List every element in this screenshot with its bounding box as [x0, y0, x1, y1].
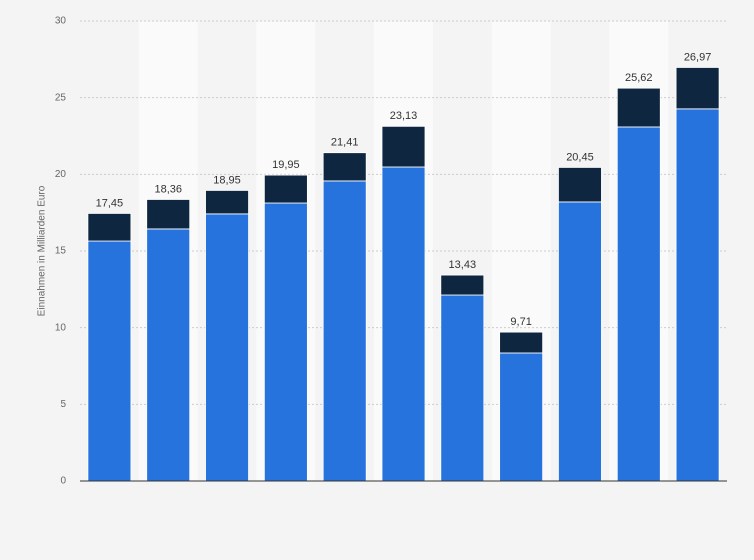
bar-segment	[675, 67, 720, 110]
bar-segment	[146, 199, 191, 230]
y-axis-label: Einnahmen in Milliarden Euro	[37, 185, 48, 316]
total-label: 19,95	[272, 159, 300, 171]
bar-segment	[558, 201, 602, 482]
bar-segment	[87, 240, 132, 482]
bar-segment	[616, 126, 661, 482]
bar-segment	[675, 108, 720, 482]
y-tick-label: 5	[60, 399, 66, 410]
total-label: 21,41	[331, 137, 359, 149]
bar-segment	[440, 274, 485, 296]
bar-segment	[322, 180, 367, 482]
bar-segment	[381, 166, 426, 482]
total-label: 17,45	[96, 197, 124, 209]
bar-segment	[205, 190, 249, 215]
y-tick-label: 30	[55, 16, 67, 27]
y-tick-label: 0	[60, 476, 66, 487]
total-label: 20,45	[566, 151, 594, 163]
total-label: 23,13	[390, 110, 418, 122]
total-label: 9,71	[510, 316, 531, 328]
bar-segment	[146, 228, 191, 482]
total-label: 13,43	[449, 259, 477, 271]
total-label: 25,62	[625, 72, 653, 84]
bar-segment	[322, 152, 367, 182]
y-tick-label: 20	[55, 169, 67, 180]
y-tick-label: 15	[55, 246, 67, 257]
bar-segment	[440, 294, 485, 482]
bar-segment	[616, 87, 661, 128]
total-label: 26,97	[684, 51, 712, 63]
bar-segment	[499, 352, 544, 482]
y-tick-label: 10	[55, 322, 67, 333]
bar-segment	[558, 167, 602, 203]
bar-segment	[499, 331, 544, 354]
total-label: 18,95	[213, 174, 241, 186]
y-tick-label: 25	[55, 92, 67, 103]
bar-segment	[381, 125, 426, 168]
bar-segment	[263, 174, 308, 204]
bar-segment	[87, 213, 132, 242]
bar-segment	[263, 202, 308, 482]
total-label: 18,36	[154, 183, 182, 195]
bar-segment	[205, 213, 249, 482]
